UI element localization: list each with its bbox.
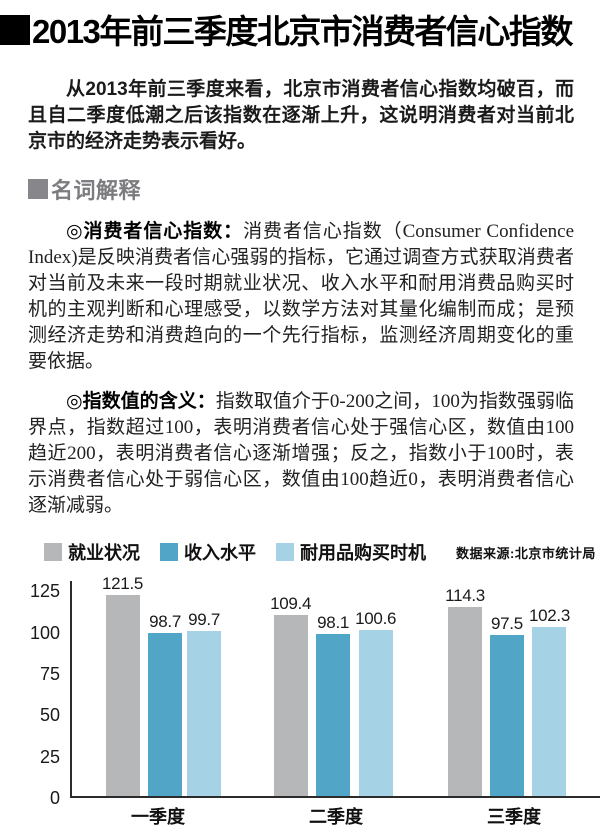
bar-value-label: 98.7 — [149, 611, 181, 631]
bar-value-label: 102.3 — [528, 605, 570, 625]
bar-chart: 0 25 50 75 100 125 121.5 98.7 99.7 109.4 98.1 100.… — [0, 574, 600, 807]
x-axis-category-label: 一季度 — [131, 807, 185, 827]
page-title: 2013年前三季度北京市消费者信心指数 — [32, 13, 573, 50]
definition-body: 消费者信心指数（Consumer Confidence Index)是反映消费者… — [28, 221, 574, 372]
legend-label: 收入水平 — [184, 543, 256, 563]
legend-label: 耐用品购买时机 — [300, 543, 426, 563]
plot-area: 121.5 98.7 99.7 109.4 98.1 100.6 114.3 97.5 102.… — [70, 574, 600, 798]
bar-column: 114.3 — [445, 586, 485, 796]
legend-swatch-icon — [44, 543, 62, 561]
bar-column: 98.1 — [316, 612, 351, 796]
bar-column: 102.3 — [529, 606, 570, 796]
definition-paragraph-cci: ◎消费者信心指数：消费者信心指数（Consumer Confidence Ind… — [28, 219, 574, 375]
bar — [489, 634, 524, 796]
data-source-label: 数据来源:北京市统计局 — [456, 545, 596, 561]
definition-term: ◎消费者信心指数： — [66, 221, 244, 242]
bar-column: 100.6 — [355, 609, 396, 796]
section-square-icon — [28, 179, 48, 199]
legend-swatch-icon — [276, 543, 294, 561]
y-axis: 0 25 50 75 100 125 — [0, 581, 70, 807]
y-axis-tick-label: 50 — [39, 705, 60, 726]
definition-paragraph-index-meaning: ◎指数值的含义：指数取值介于0-200之间，100为指数强弱临界点，指数超过10… — [28, 389, 574, 519]
chart-legend-row: 就业状况 收入水平 耐用品购买时机 数据来源:北京市统计局 — [44, 539, 600, 565]
y-axis-tick-label: 25 — [39, 746, 60, 767]
bar-column: 98.7 — [148, 611, 183, 796]
bar-value-label: 98.1 — [317, 612, 350, 632]
bar-value-label: 114.3 — [445, 585, 485, 605]
bar — [358, 629, 393, 796]
bar-value-label: 97.5 — [491, 613, 523, 633]
bar-column: 109.4 — [270, 594, 311, 796]
legend-label: 就业状况 — [68, 543, 140, 563]
y-axis-tick-label: 125 — [29, 581, 60, 602]
bar-group: 109.4 98.1 100.6 — [270, 594, 396, 796]
bar-column: 121.5 — [102, 574, 143, 796]
bar — [273, 615, 308, 796]
definition-term: ◎指数值的含义： — [66, 391, 216, 412]
bar — [148, 632, 183, 796]
bar-value-label: 99.7 — [188, 610, 220, 630]
bar-group: 114.3 97.5 102.3 — [445, 586, 570, 796]
bar-column: 97.5 — [489, 613, 524, 796]
bar — [105, 595, 140, 796]
bar — [448, 606, 483, 796]
title-square-icon — [0, 15, 30, 45]
chart-legend: 就业状况 收入水平 耐用品购买时机 — [44, 539, 446, 565]
section-header: 名词解释 — [28, 173, 600, 205]
bar — [532, 626, 567, 796]
x-axis-labels: 一季度 二季度 三季度 — [72, 798, 600, 829]
y-axis-tick-label: 75 — [39, 663, 60, 684]
bar-value-label: 121.5 — [102, 574, 144, 594]
bar-group: 121.5 98.7 99.7 — [102, 574, 222, 796]
bar — [187, 631, 222, 796]
intro-paragraph: 从2013年前三季度来看，北京市消费者信心指数均破百，而且自二季度低潮之后该指数… — [28, 79, 574, 152]
legend-item: 收入水平 — [160, 539, 256, 565]
legend-item: 耐用品购买时机 — [276, 539, 426, 565]
bar-column: 99.7 — [187, 610, 222, 796]
page-title-row: 2013年前三季度北京市消费者信心指数 — [0, 5, 600, 53]
legend-item: 就业状况 — [44, 539, 140, 565]
y-axis-tick-label: 0 — [49, 788, 60, 808]
bar-value-label: 100.6 — [355, 608, 397, 628]
section-title: 名词解释 — [51, 178, 142, 203]
definition-body: 指数取值介于0-200之间，100为指数强弱临界点，指数超过100，表明消费者信… — [28, 391, 574, 516]
y-axis-tick-label: 100 — [29, 622, 60, 643]
bar — [316, 633, 351, 796]
x-axis-category-label: 三季度 — [487, 807, 541, 827]
legend-swatch-icon — [160, 543, 178, 561]
bar-value-label: 109.4 — [270, 594, 312, 614]
x-axis-category-label: 二季度 — [309, 807, 363, 827]
